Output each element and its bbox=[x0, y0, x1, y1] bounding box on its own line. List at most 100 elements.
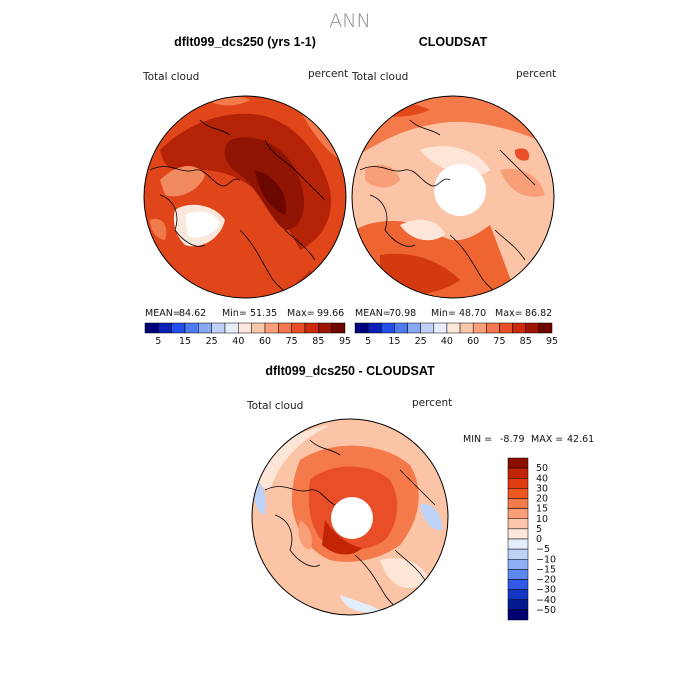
min-label: MIN = bbox=[463, 434, 492, 445]
colorbar-tick-label: −40 bbox=[536, 595, 556, 606]
colorbar-tick-label: 5 bbox=[155, 336, 161, 347]
colorbar-swatch bbox=[264, 322, 279, 334]
colorbar-tick-label: −50 bbox=[536, 605, 556, 616]
colorbar-swatch bbox=[507, 508, 529, 519]
colorbar-tick-label: 25 bbox=[206, 336, 218, 347]
colorbar-swatch bbox=[304, 322, 319, 334]
colorbar-swatch bbox=[507, 518, 529, 530]
colorbar-swatch bbox=[507, 589, 529, 600]
colorbar-swatch bbox=[171, 322, 186, 334]
colorbar-tick-label: 15 bbox=[388, 336, 400, 347]
polar-map bbox=[352, 96, 554, 298]
colorbar-swatch bbox=[459, 322, 474, 334]
colorbar-tick-label: 40 bbox=[232, 336, 244, 347]
colorbar-tick-label: 5 bbox=[536, 524, 542, 535]
colorbar-swatch bbox=[525, 322, 540, 334]
colorbar-tick-label: −15 bbox=[536, 564, 556, 575]
colorbar-swatch bbox=[184, 322, 199, 334]
colorbar-tick-label: 95 bbox=[339, 336, 351, 347]
colorbar-swatch bbox=[291, 322, 306, 334]
colorbar-swatch bbox=[507, 548, 529, 560]
colorbar-swatch bbox=[367, 322, 382, 334]
colorbar-tick-label: 0 bbox=[536, 534, 542, 545]
colorbar-tick-label: 15 bbox=[536, 504, 548, 515]
colorbar-swatch bbox=[507, 559, 529, 570]
colorbar-swatch bbox=[381, 322, 395, 334]
colorbar-tick-label: 50 bbox=[536, 463, 548, 474]
colorbar-tick-label: 15 bbox=[179, 336, 191, 347]
mean-value: 84.62 bbox=[179, 308, 206, 319]
colorbar-tick-label: 20 bbox=[536, 494, 548, 505]
colorbar-tick-label: 95 bbox=[546, 336, 558, 347]
colorbar-swatch bbox=[251, 322, 266, 334]
panel-title: CLOUDSAT bbox=[419, 35, 488, 49]
colorbar-swatch bbox=[158, 322, 172, 334]
panel-title: dflt099_dcs250 - CLOUDSAT bbox=[265, 364, 435, 378]
colorbar-swatch bbox=[318, 322, 332, 334]
min-value: -8.79 bbox=[500, 434, 525, 445]
units-label: percent bbox=[516, 68, 556, 80]
colorbar-swatch bbox=[278, 322, 292, 334]
colorbar-swatch bbox=[507, 488, 529, 499]
min-label: Min= bbox=[431, 308, 456, 319]
panel-cloudsat: CLOUDSAT Total cloud percent bbox=[351, 35, 558, 347]
colorbar-swatch bbox=[144, 322, 159, 334]
colorbar-tick-label: 75 bbox=[286, 336, 298, 347]
colorbar-tick-label: −20 bbox=[536, 575, 556, 586]
field-label: Total cloud bbox=[351, 71, 408, 83]
panel-title: dflt099_dcs250 (yrs 1-1) bbox=[174, 35, 316, 49]
colorbar: 5 15 25 40 60 75 85 95 bbox=[354, 322, 558, 347]
colorbar-tick-label: 85 bbox=[312, 336, 324, 347]
max-label: MAX = bbox=[531, 434, 563, 445]
colorbar-tick-label: 75 bbox=[493, 336, 505, 347]
max-value: 42.61 bbox=[567, 434, 594, 445]
colorbar-tick-label: 40 bbox=[441, 336, 453, 347]
panel-model: dflt099_dcs250 (yrs 1-1) Total cloud per… bbox=[142, 35, 351, 347]
colorbar-swatch bbox=[507, 467, 529, 479]
max-value: 99.66 bbox=[317, 308, 344, 319]
figure-title: ANN bbox=[329, 10, 370, 32]
stats-line: MEAN= 84.62 Min= 51.35 Max= 99.66 bbox=[145, 308, 344, 319]
min-value: 51.35 bbox=[250, 308, 277, 319]
field-label: Total cloud bbox=[142, 71, 199, 83]
colorbar-swatch bbox=[507, 528, 529, 540]
colorbar-tick-label: 60 bbox=[467, 336, 479, 347]
colorbar-tick-label: 30 bbox=[536, 483, 548, 494]
stats-line: MEAN= 70.98 Min= 48.70 Max= 86.82 bbox=[355, 308, 552, 319]
colorbar-tick-label: −30 bbox=[536, 585, 556, 596]
colorbar-tick-label: −5 bbox=[536, 544, 550, 555]
colorbar-swatch bbox=[211, 322, 226, 334]
polar-map bbox=[144, 96, 346, 298]
min-label: Min= bbox=[222, 308, 247, 319]
field-label: Total cloud bbox=[246, 400, 303, 412]
colorbar-swatch bbox=[538, 322, 553, 334]
colorbar-swatch bbox=[507, 498, 529, 509]
colorbar-swatch bbox=[198, 322, 212, 334]
colorbar-tick-label: 5 bbox=[365, 336, 371, 347]
colorbar-swatch bbox=[507, 599, 529, 611]
units-label: percent bbox=[412, 397, 452, 409]
colorbar-swatch bbox=[420, 322, 435, 334]
colorbar-swatch bbox=[472, 322, 487, 334]
mean-value: 70.98 bbox=[389, 308, 416, 319]
colorbar-swatch bbox=[507, 569, 529, 580]
mean-label: MEAN= bbox=[355, 308, 391, 319]
colorbar-swatch bbox=[407, 322, 421, 334]
max-value: 86.82 bbox=[525, 308, 552, 319]
colorbar-swatch bbox=[507, 538, 529, 550]
colorbar-swatch bbox=[499, 322, 513, 334]
colorbar-tick-label: 40 bbox=[536, 473, 548, 484]
colorbar-swatch bbox=[486, 322, 500, 334]
colorbar-swatch bbox=[507, 609, 529, 621]
colorbar-swatch bbox=[331, 322, 346, 334]
colorbar-swatch bbox=[507, 457, 529, 469]
colorbar-swatch bbox=[446, 322, 461, 334]
colorbar-swatch bbox=[512, 322, 526, 334]
colorbar-swatch bbox=[394, 322, 408, 334]
colorbar-swatch bbox=[224, 322, 239, 334]
colorbar-tick-label: −10 bbox=[536, 554, 556, 565]
colorbar-tick-label: 60 bbox=[259, 336, 271, 347]
colorbar-tick-label: 10 bbox=[536, 514, 548, 525]
